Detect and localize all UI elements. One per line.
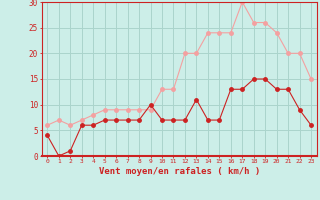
X-axis label: Vent moyen/en rafales ( km/h ): Vent moyen/en rafales ( km/h ) [99, 167, 260, 176]
